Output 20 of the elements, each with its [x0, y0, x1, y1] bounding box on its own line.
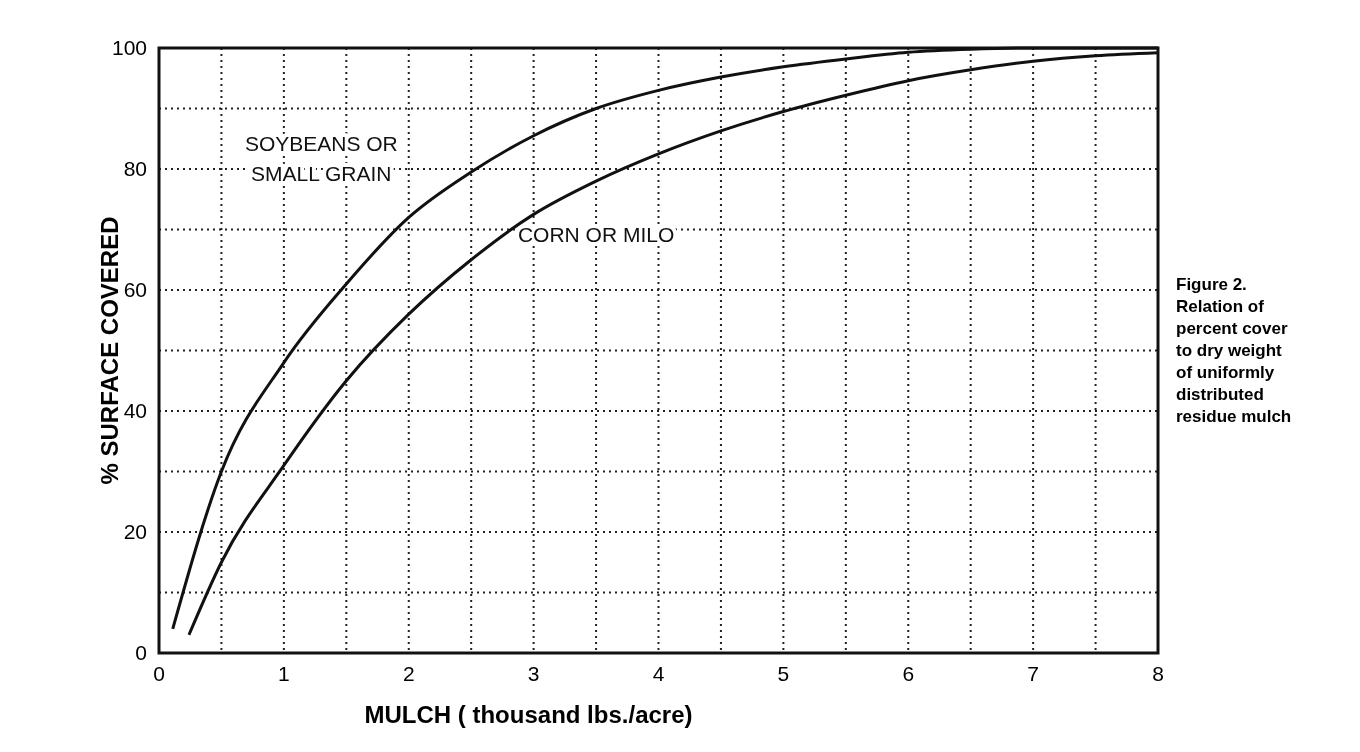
x-tick-label: 4 [652, 662, 665, 685]
y-tick-label: 40 [123, 399, 147, 423]
x-tick-label: 7 [1027, 662, 1039, 685]
caption: Figure 2. Relation of percent cover to dry weight of uniformly distributed residue mulch [1176, 275, 1292, 426]
x-tick-label: 0 [153, 662, 165, 685]
y-tick-label: 60 [123, 278, 147, 302]
x-tick-label: 5 [777, 662, 790, 685]
y-tick-label: 20 [123, 520, 147, 544]
x-tick-label: 2 [402, 662, 415, 685]
x-axis-title: MULCH ( thousand lbs./acre) [364, 701, 693, 728]
y-tick-label: 100 [111, 36, 147, 60]
x-tick-label: 6 [902, 662, 915, 685]
x-tick-label: 1 [278, 662, 290, 685]
y-tick-label: 80 [123, 157, 147, 181]
y-tick-label: 0 [135, 641, 147, 665]
series-label: SOYBEANS OR SMALL GRAIN [244, 131, 398, 185]
x-tick-label: 3 [527, 662, 540, 685]
series-label: CORN OR MILO [517, 222, 675, 246]
y-axis-title: % SURFACE COVERED [96, 216, 123, 485]
x-tick-label: 8 [1152, 662, 1164, 685]
